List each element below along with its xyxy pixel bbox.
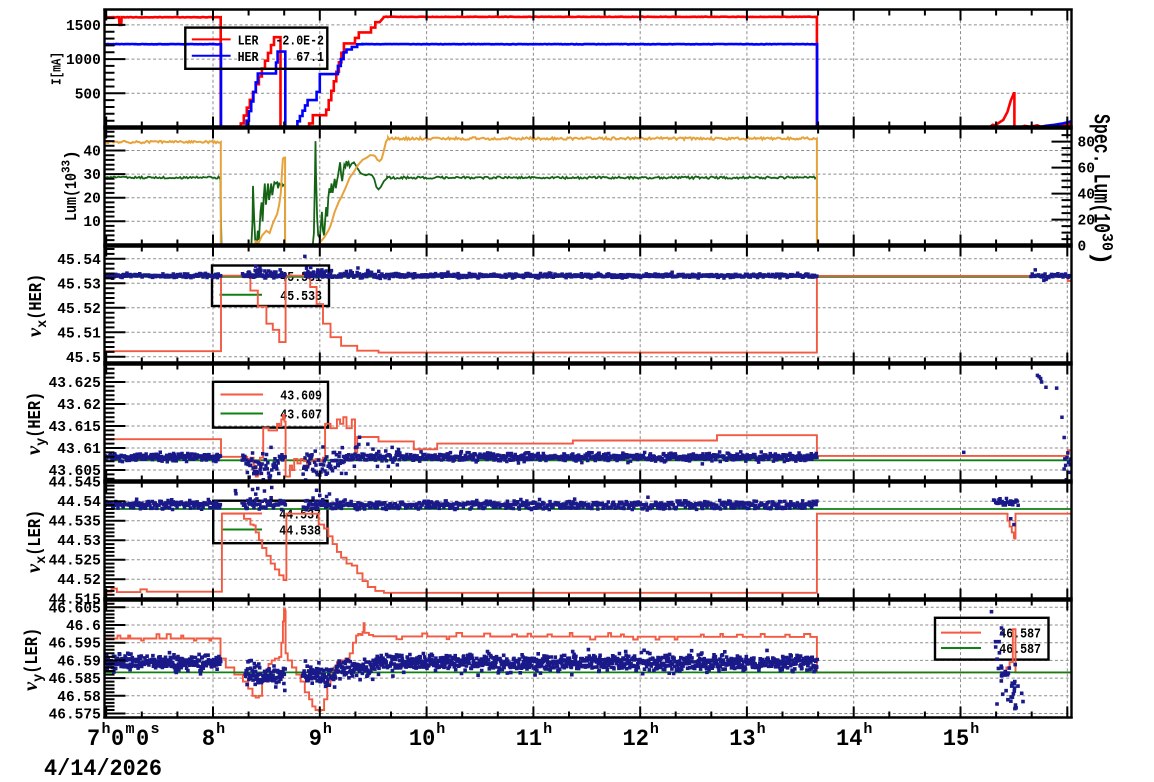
- svg-text:h: h: [863, 721, 872, 738]
- svg-text:m: m: [126, 721, 135, 738]
- svg-text:0: 0: [136, 726, 149, 752]
- svg-text:46.587: 46.587: [999, 642, 1041, 658]
- svg-text:9: 9: [309, 726, 322, 752]
- svg-text:0: 0: [1078, 240, 1087, 256]
- svg-text:44.52: 44.52: [57, 573, 101, 589]
- svg-text:10: 10: [83, 215, 100, 231]
- svg-text:43.609: 43.609: [280, 389, 322, 405]
- svg-text:500: 500: [75, 87, 101, 103]
- svg-text:44.54: 44.54: [57, 495, 101, 511]
- svg-text:10: 10: [409, 726, 435, 752]
- svg-text:43.607: 43.607: [280, 408, 322, 424]
- svg-text:1000: 1000: [66, 53, 101, 69]
- svg-text:43.62: 43.62: [57, 398, 101, 414]
- svg-text:44.538: 44.538: [279, 524, 321, 540]
- svg-text:44.525: 44.525: [49, 554, 101, 570]
- svg-text:νy(LER): νy(LER): [20, 628, 47, 691]
- svg-text:14: 14: [836, 726, 863, 752]
- svg-text:44.535: 44.535: [49, 515, 101, 531]
- svg-text:HER: HER: [238, 50, 259, 66]
- svg-text:νx(LER): νx(LER): [23, 510, 50, 573]
- svg-text:νy(HER): νy(HER): [23, 392, 50, 455]
- svg-text:45.533: 45.533: [280, 289, 322, 305]
- svg-text:7: 7: [87, 726, 100, 752]
- svg-text:40: 40: [83, 145, 100, 161]
- svg-text:43.615: 43.615: [49, 420, 101, 436]
- svg-text:46.6: 46.6: [66, 619, 101, 635]
- svg-text:s: s: [151, 721, 160, 738]
- svg-text:h: h: [543, 721, 552, 738]
- svg-text:46.575: 46.575: [49, 708, 101, 724]
- svg-text:45.5: 45.5: [66, 351, 101, 367]
- svg-text:43.605: 43.605: [49, 464, 101, 480]
- svg-text:12: 12: [623, 726, 649, 752]
- svg-text:46.587: 46.587: [999, 627, 1041, 643]
- svg-text:Spec. Lum(1030): Spec. Lum(1030): [1087, 114, 1116, 265]
- svg-text:40: 40: [1078, 188, 1095, 204]
- svg-text:67.1: 67.1: [296, 50, 324, 66]
- svg-text:45.54: 45.54: [57, 253, 101, 269]
- svg-text:h: h: [650, 721, 659, 738]
- svg-text:45.52: 45.52: [57, 302, 101, 318]
- svg-text:46.585: 46.585: [49, 672, 101, 688]
- svg-text:46.58: 46.58: [57, 690, 101, 706]
- svg-text:4/14/2026: 4/14/2026: [44, 756, 162, 782]
- svg-text:-2.0E-2: -2.0E-2: [275, 33, 324, 49]
- svg-text:43.625: 43.625: [49, 376, 101, 392]
- svg-text:LER: LER: [238, 33, 259, 49]
- svg-text:44.537: 44.537: [279, 508, 321, 524]
- svg-text:1500: 1500: [66, 19, 101, 35]
- svg-text:0: 0: [111, 726, 124, 752]
- svg-text:νx(HER): νx(HER): [24, 274, 51, 337]
- svg-text:44.53: 44.53: [57, 534, 101, 550]
- svg-text:60: 60: [1078, 162, 1095, 178]
- svg-text:I[mA]: I[mA]: [50, 52, 66, 85]
- svg-text:30: 30: [83, 168, 100, 184]
- svg-text:h: h: [970, 721, 979, 738]
- svg-text:Lum(1033): Lum(1033): [60, 150, 82, 221]
- svg-text:h: h: [323, 721, 332, 738]
- svg-text:45.53: 45.53: [57, 277, 101, 293]
- svg-text:h: h: [102, 721, 111, 738]
- svg-text:h: h: [757, 721, 766, 738]
- svg-text:20: 20: [83, 192, 100, 208]
- svg-text:46.605: 46.605: [49, 601, 101, 617]
- svg-text:20: 20: [1078, 214, 1095, 230]
- svg-text:8: 8: [202, 726, 215, 752]
- svg-text:44.545: 44.545: [49, 476, 101, 492]
- svg-text:45.51: 45.51: [57, 326, 101, 342]
- svg-text:80: 80: [1078, 136, 1095, 152]
- svg-text:13: 13: [729, 726, 755, 752]
- svg-text:43.61: 43.61: [57, 442, 101, 458]
- svg-text:h: h: [216, 721, 225, 738]
- svg-text:15: 15: [943, 726, 969, 752]
- svg-text:11: 11: [516, 726, 542, 752]
- svg-text:46.595: 46.595: [49, 637, 101, 653]
- svg-text:46.59: 46.59: [57, 654, 101, 670]
- svg-text:44.515: 44.515: [49, 593, 101, 609]
- svg-text:h: h: [436, 721, 445, 738]
